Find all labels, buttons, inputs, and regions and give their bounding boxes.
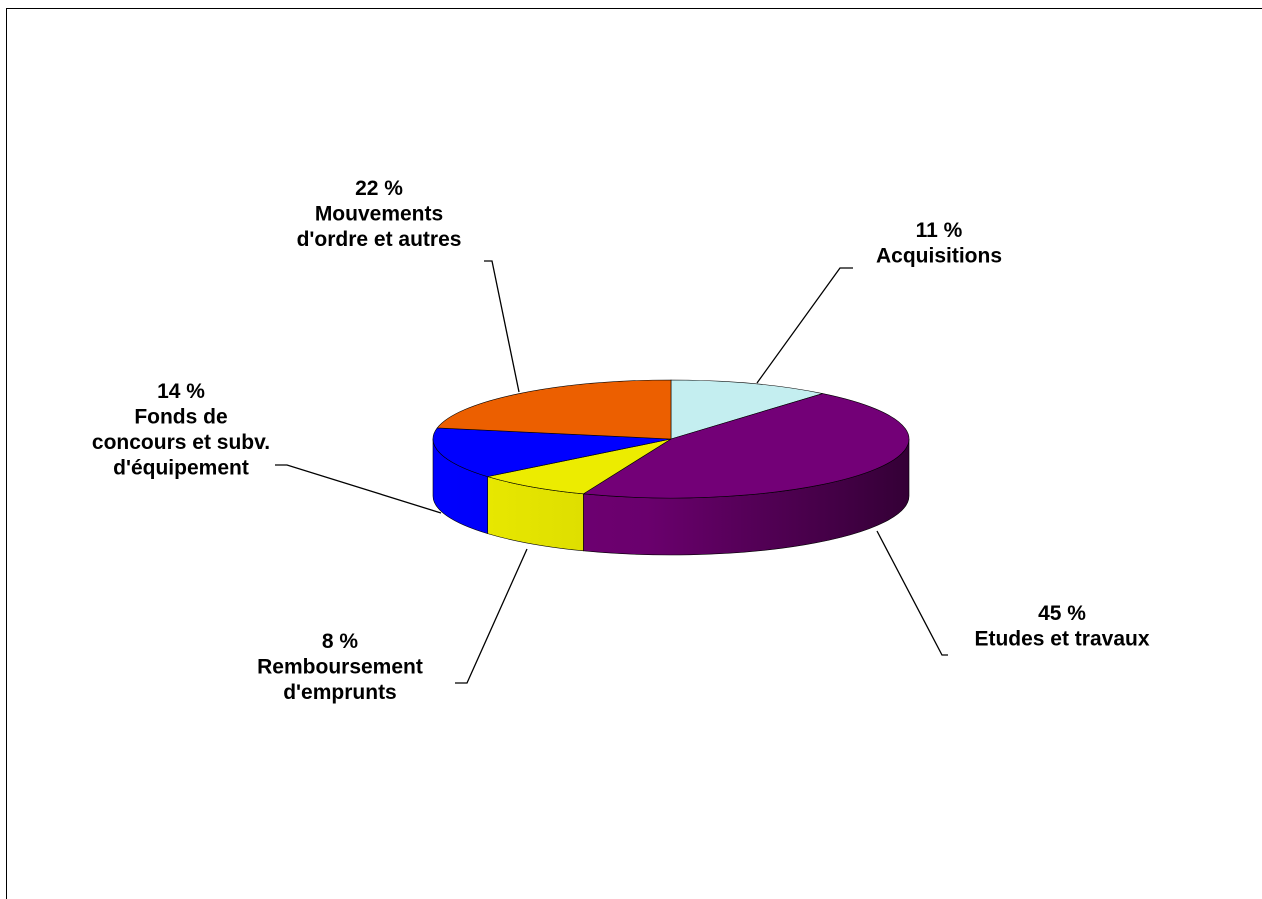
slice-percent-fonds-de-concours-et-subv-d-equipement: 14 % <box>157 380 205 403</box>
leader-line-acquisitions <box>756 267 853 384</box>
slice-percent-remboursement-d-emprunts: 8 % <box>322 630 359 653</box>
leader-line-mouvements-d-ordre-et-autres <box>484 260 520 393</box>
slice-name-etudes-et-travaux: Etudes et travaux <box>974 628 1149 651</box>
slice-name-remboursement-d-emprunts: Remboursement <box>257 656 423 679</box>
leader-lines <box>275 260 948 684</box>
pie-tops <box>432 379 910 499</box>
slice-name-mouvements-d-ordre-et-autres: Mouvements <box>315 203 443 226</box>
leader-line-remboursement-d-emprunts <box>455 548 528 684</box>
pie-slice-remboursement-d-emprunts <box>487 438 672 495</box>
slice-percent-mouvements-d-ordre-et-autres: 22 % <box>355 177 403 200</box>
pie-sides <box>432 438 910 556</box>
pie-slice-acquisitions <box>670 379 823 440</box>
pie-slice-fonds-de-concours-et-subv-d-equipement <box>432 427 672 477</box>
slice-name-fonds-de-concours-et-subv-d-equipement: concours et subv. <box>92 431 270 454</box>
slice-labels: 11 % Acquisitions 45 % Etudes et travaux 8 %… <box>92 177 1150 704</box>
leader-line-etudes-et-travaux <box>876 530 948 656</box>
pie-slice-mouvements-d-ordre-et-autres <box>436 379 672 440</box>
slice-name-fonds-de-concours-et-subv-d-equipement: d'équipement <box>113 457 249 480</box>
slice-label-etudes-et-travaux: 45 % Etudes et travaux <box>974 602 1149 651</box>
slice-name-acquisitions: Acquisitions <box>876 245 1002 268</box>
slice-label-acquisitions: 11 % Acquisitions <box>876 219 1002 268</box>
leader-line-fonds-de-concours-et-subv-d-equipement <box>275 464 442 514</box>
slice-name-remboursement-d-emprunts: d'emprunts <box>283 681 397 704</box>
slice-percent-acquisitions: 11 % <box>916 219 963 242</box>
slice-label-mouvements-d-ordre-et-autres: 22 % Mouvements d'ordre et autres <box>297 177 462 251</box>
slice-label-remboursement-d-emprunts: 8 % Remboursement d'emprunts <box>257 630 423 704</box>
slice-name-mouvements-d-ordre-et-autres: d'ordre et autres <box>297 228 462 251</box>
slice-name-fonds-de-concours-et-subv-d-equipement: Fonds de <box>134 406 227 429</box>
pie-slice-etudes-et-travaux <box>582 393 910 499</box>
slice-label-fonds-de-concours-et-subv-d-equipement: 14 % Fonds de concours et subv. d'équipemen… <box>92 380 270 480</box>
chart-frame <box>6 8 1262 899</box>
slice-percent-etudes-et-travaux: 45 % <box>1038 602 1086 625</box>
